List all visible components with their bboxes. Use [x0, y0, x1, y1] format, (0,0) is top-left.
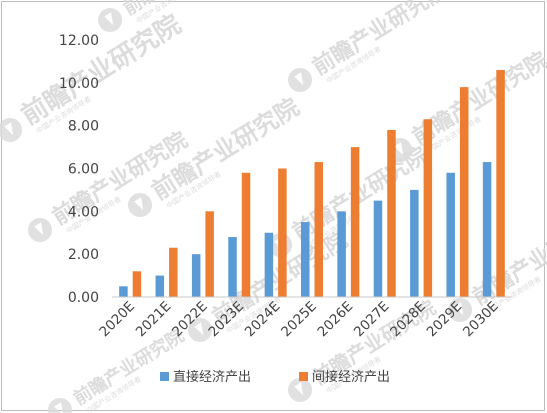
bar-direct-output [264, 232, 274, 297]
watermark-brand: 前瞻产业研究院 [308, 0, 452, 81]
x-axis: 2020E2021E2022E2023E2024E2025E2026E2027E… [96, 299, 501, 341]
bar-direct-output [410, 189, 419, 297]
qianzhan-logo-icon [48, 398, 73, 413]
qianzhan-logo-icon [98, 8, 123, 32]
bar-indirect-output [278, 168, 287, 297]
legend-item: 直接经济产出 [160, 369, 251, 385]
x-tick-label: 2025E [278, 299, 320, 341]
y-tick-label: 12.00 [59, 33, 99, 49]
y-axis: 0.00 2.00 4.00 6.00 8.00 10.00 12.00 [59, 33, 99, 306]
y-tick-label: 6.00 [68, 162, 99, 178]
x-tick-label: 2026E [315, 299, 357, 341]
bar-indirect-output [241, 172, 251, 297]
bar-indirect-output [169, 247, 178, 297]
y-tick-label: 8.00 [68, 119, 99, 135]
bar-direct-output [191, 254, 201, 297]
qianzhan-logo-icon [188, 318, 213, 342]
y-tick-label: 2.00 [68, 247, 99, 263]
bar-direct-output [301, 222, 310, 297]
bar-direct-output [155, 275, 165, 297]
qianzhan-logo-icon [448, 298, 473, 322]
qianzhan-logo-icon [288, 378, 313, 402]
legend-swatch [160, 372, 169, 381]
bar-indirect-output [496, 69, 505, 297]
bar-direct-output [337, 211, 346, 297]
bars-layer [119, 69, 505, 298]
bar-direct-output [119, 286, 128, 297]
x-tick-label: 2020E [96, 299, 138, 341]
watermark-brand: 前瞻产业研究院 [69, 324, 188, 409]
y-tick-label: 10.00 [59, 76, 99, 92]
bar-indirect-output [205, 211, 214, 297]
legend-label: 直接经济产出 [173, 369, 251, 385]
legend-item: 间接经济产出 [299, 369, 390, 385]
bar-direct-output [446, 172, 455, 297]
qianzhan-logo-icon [28, 218, 53, 242]
bar-indirect-output [423, 119, 433, 298]
bar-indirect-output [314, 162, 323, 297]
qianzhan-logo-icon [288, 68, 313, 92]
legend-label: 间接经济产出 [312, 369, 390, 385]
qianzhan-logo-icon [0, 118, 23, 142]
bar-indirect-output [132, 271, 142, 297]
y-tick-label: 4.00 [68, 204, 99, 220]
bar-indirect-output [459, 87, 469, 298]
bar-direct-output [482, 162, 492, 297]
bar-indirect-output [387, 129, 396, 297]
legend-swatch [299, 372, 308, 381]
y-tick-label: 0.00 [68, 290, 99, 306]
qianzhan-logo-icon [128, 193, 153, 217]
bar-direct-output [228, 237, 237, 297]
bar-indirect-output [350, 147, 360, 297]
legend: 直接经济产出 间接经济产出 [160, 369, 390, 385]
bar-direct-output [373, 200, 383, 298]
